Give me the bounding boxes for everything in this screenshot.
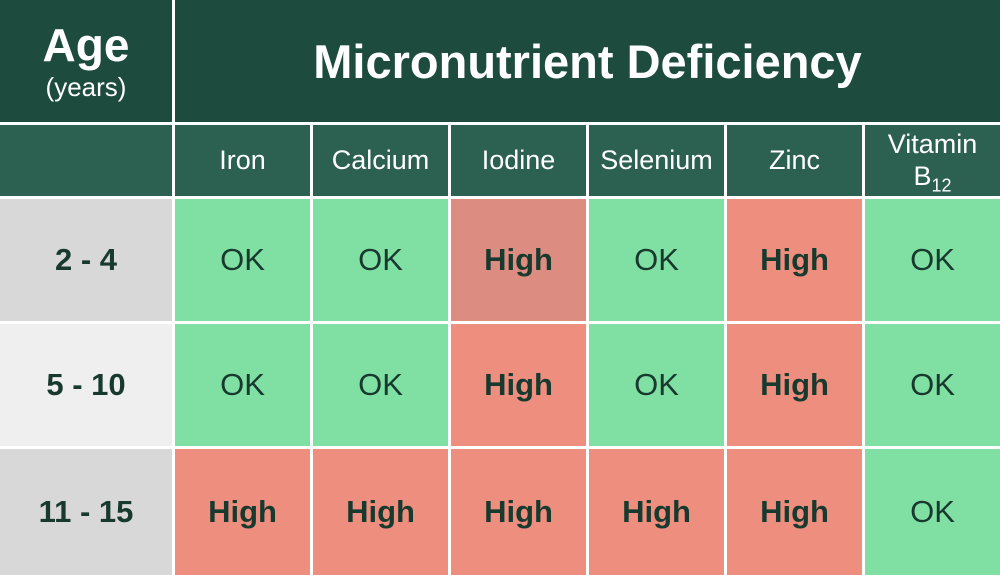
vitamin-b12-label: Vitamin B12	[887, 129, 978, 195]
row-header-5-10: 5 - 10	[0, 324, 172, 446]
column-header-calcium: Calcium	[313, 125, 448, 196]
cell-11-15-iodine: High	[451, 449, 586, 575]
cell-11-15-calcium: High	[313, 449, 448, 575]
column-header-selenium: Selenium	[589, 125, 724, 196]
row-header-11-15: 11 - 15	[0, 449, 172, 575]
cell-2-4-iodine: High	[451, 199, 586, 321]
cell-11-15-selenium: High	[589, 449, 724, 575]
age-title: Age	[42, 19, 130, 72]
column-header-iodine: Iodine	[451, 125, 586, 196]
table-title: Micronutrient Deficiency	[175, 0, 1000, 122]
blank-header-cell	[0, 125, 172, 196]
cell-2-4-calcium: OK	[313, 199, 448, 321]
cell-5-10-selenium: OK	[589, 324, 724, 446]
cell-5-10-iodine: High	[451, 324, 586, 446]
cell-5-10-vitamin-b12: OK	[865, 324, 1000, 446]
age-corner-cell: Age (years)	[0, 0, 172, 122]
cell-11-15-zinc: High	[727, 449, 862, 575]
cell-2-4-vitamin-b12: OK	[865, 199, 1000, 321]
column-header-vitamin-b12: Vitamin B12	[865, 125, 1000, 196]
cell-2-4-zinc: High	[727, 199, 862, 321]
age-unit-label: (years)	[45, 71, 127, 102]
column-header-zinc: Zinc	[727, 125, 862, 196]
column-header-iron: Iron	[175, 125, 310, 196]
row-header-2-4: 2 - 4	[0, 199, 172, 321]
cell-11-15-vitamin-b12: OK	[865, 449, 1000, 575]
cell-11-15-iron: High	[175, 449, 310, 575]
cell-2-4-selenium: OK	[589, 199, 724, 321]
cell-5-10-iron: OK	[175, 324, 310, 446]
cell-2-4-iron: OK	[175, 199, 310, 321]
cell-5-10-zinc: High	[727, 324, 862, 446]
cell-5-10-calcium: OK	[313, 324, 448, 446]
